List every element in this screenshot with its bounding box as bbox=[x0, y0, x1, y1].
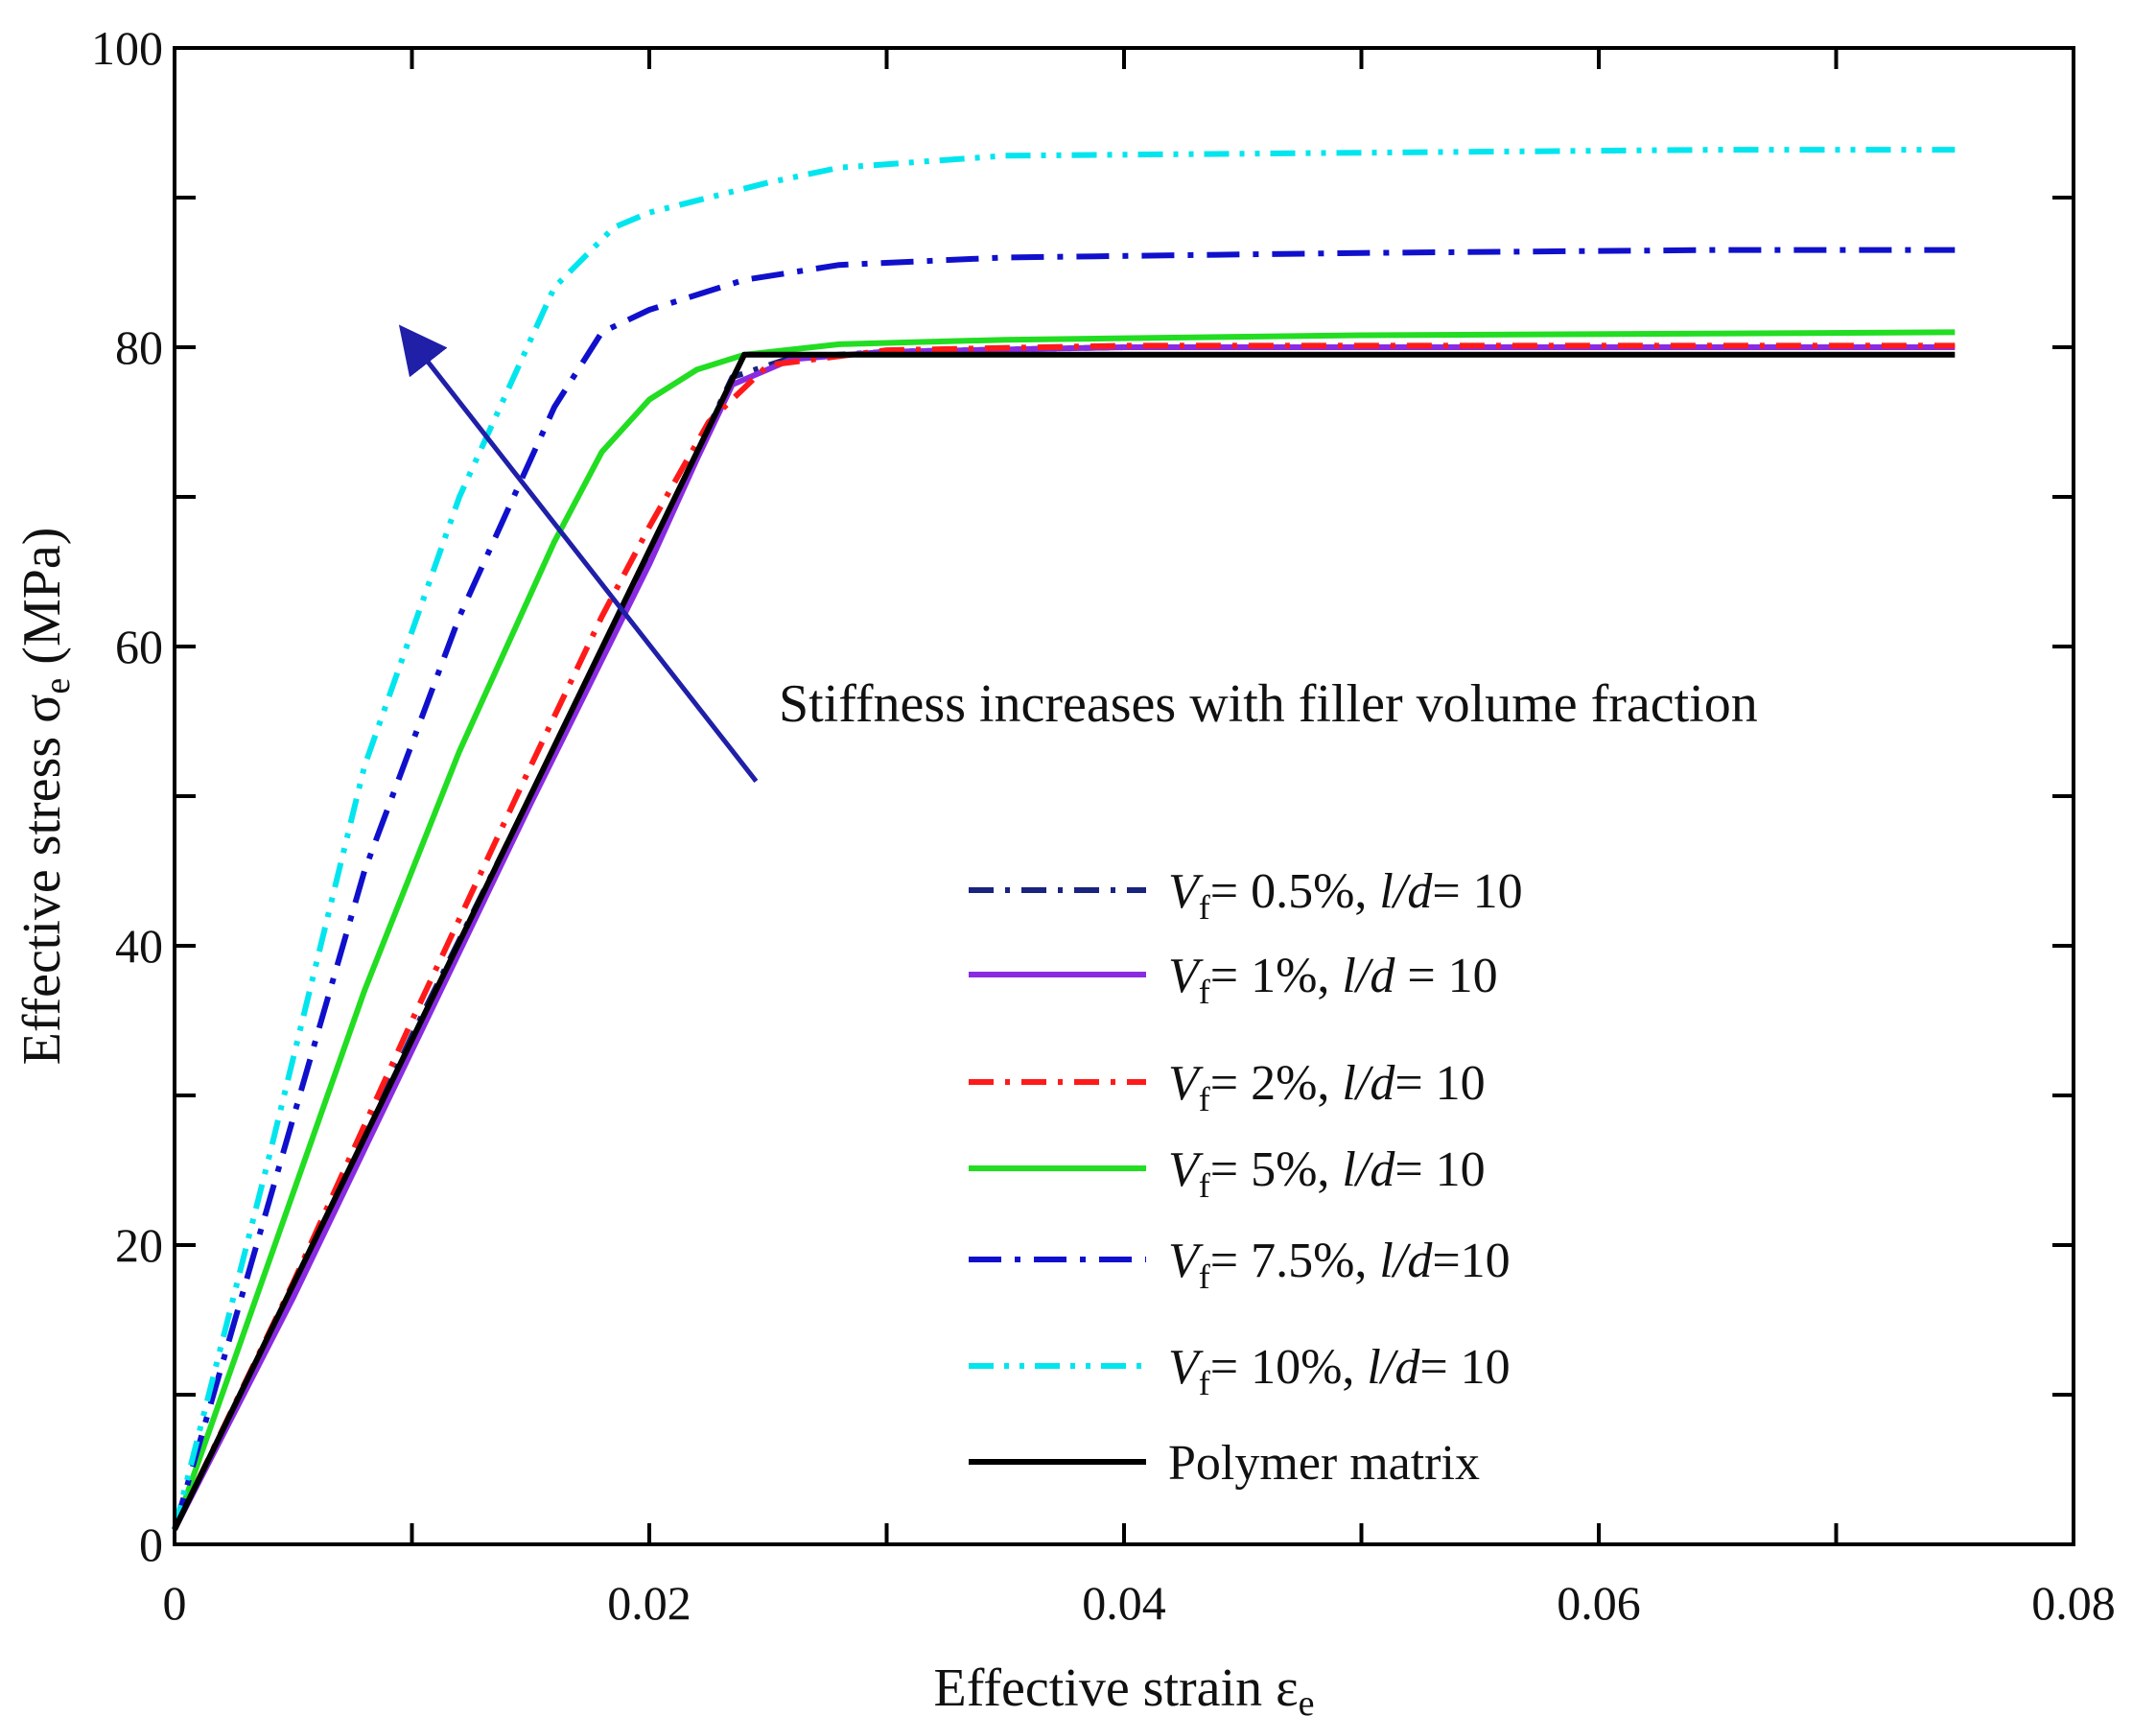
series-line-5 bbox=[172, 247, 1956, 1531]
legend-label-2: Vf= 1%, l/d = 10 bbox=[1168, 949, 1498, 1011]
y-tick-label: 20 bbox=[115, 1218, 163, 1272]
y-tick-label: 40 bbox=[115, 919, 163, 973]
x-tick-label: 0.06 bbox=[1557, 1576, 1641, 1630]
x-tick-label: 0.02 bbox=[607, 1576, 691, 1630]
legend-label-6: Vf= 10%, l/d= 10 bbox=[1168, 1340, 1511, 1402]
annotation-arrow bbox=[398, 324, 759, 783]
legend-box bbox=[949, 849, 2024, 1506]
legend-label-3: Vf= 2%, l/d= 10 bbox=[1168, 1056, 1486, 1118]
y-axis-label-sub: e bbox=[37, 678, 78, 694]
legend-label-4: Vf= 5%, l/d= 10 bbox=[1168, 1142, 1486, 1205]
legend-label-7: Polymer matrix bbox=[1168, 1436, 1480, 1491]
legend-label-5: Vf= 7.5%, l/d=10 bbox=[1168, 1234, 1511, 1296]
legend-label-1: Vf= 0.5%, l/d= 10 bbox=[1168, 864, 1523, 927]
x-tick-label: 0 bbox=[163, 1576, 187, 1630]
y-axis-label-unit: (MPa) bbox=[12, 528, 72, 678]
x-axis-label-sub: e bbox=[1299, 1683, 1315, 1717]
series-layer bbox=[172, 147, 1956, 1531]
x-tick-label: 0.08 bbox=[2031, 1576, 2116, 1630]
annotation-layer: Stiffness increases with filler volume f… bbox=[398, 324, 1758, 783]
y-tick-label: 80 bbox=[115, 320, 163, 374]
y-tick-label: 0 bbox=[139, 1517, 163, 1571]
x-axis-label: Effective strain ε bbox=[934, 1658, 1299, 1717]
legend: Vf= 0.5%, l/d= 10 Vf= 1%, l/d = 10 Vf= 2%,… bbox=[969, 864, 1523, 1491]
svg-text:Effective stress σe (MPa): Effective stress σe (MPa) bbox=[12, 528, 78, 1066]
x-tick-label: 0.04 bbox=[1082, 1576, 1166, 1630]
y-axis-title: Effective stress σe (MPa) bbox=[12, 528, 78, 1066]
series-line-4 bbox=[172, 329, 1956, 1531]
y-tick-label: 60 bbox=[115, 620, 163, 673]
annotation-text: Stiffness increases with filler volume f… bbox=[779, 674, 1758, 734]
svg-text:Effective strain εe: Effective strain εe bbox=[934, 1658, 1315, 1717]
series-line-7 bbox=[172, 351, 1956, 1531]
y-tick-label: 100 bbox=[91, 21, 163, 75]
ticks-layer: 0 0.02 0.04 0.06 0.08 0 20 40 60 80 100 bbox=[91, 21, 2116, 1630]
y-axis-label: Effective stress σ bbox=[12, 694, 72, 1066]
x-axis-title: Effective strain εe bbox=[934, 1658, 1315, 1717]
